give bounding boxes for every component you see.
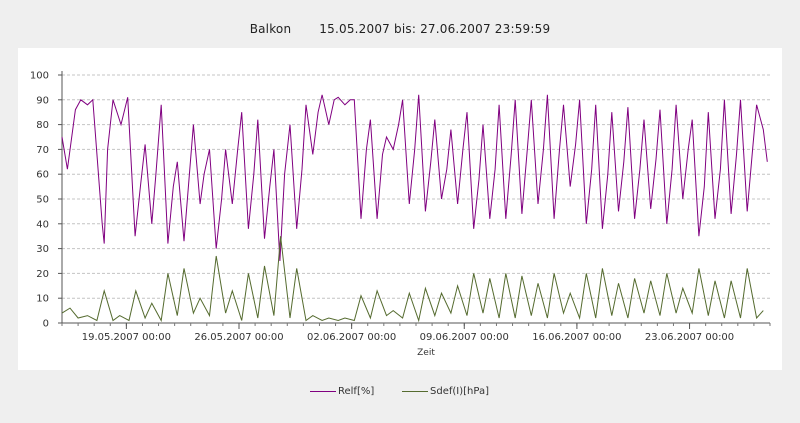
y-tick-label: 60 <box>36 170 49 181</box>
x-tick-label: 23.06.2007 00:00 <box>645 332 734 343</box>
title-range: 15.05.2007 bis: 27.06.2007 23:59:59 <box>319 22 551 36</box>
chart-panel: 0 10 20 30 40 50 60 70 80 90 100 19.05.2007 00:00 26… <box>18 48 782 370</box>
title-location: Balkon <box>249 22 292 36</box>
x-tick-label: 16.06.2007 00:00 <box>532 332 621 343</box>
series-line-sdef <box>61 236 764 323</box>
y-tick-label: 80 <box>36 120 49 131</box>
chart-title: Balkon 15.05.2007 bis: 27.06.2007 23:59:… <box>0 22 800 36</box>
x-tick-label: 19.05.2007 00:00 <box>82 332 171 343</box>
legend-label-relf: Relf[%] <box>338 386 375 397</box>
y-tick-label: 50 <box>36 195 49 206</box>
series-line-relf <box>61 94 768 262</box>
y-tick-label: 100 <box>30 71 49 82</box>
line-chart: 0 10 20 30 40 50 60 70 80 90 100 19.05.2007 00:00 26… <box>30 71 771 358</box>
y-tick-label: 10 <box>36 294 49 305</box>
legend-item-sdef: Sdef(I)[hPa] <box>402 386 489 397</box>
y-tick-label: 40 <box>36 219 49 230</box>
y-tick-label: 30 <box>36 244 49 255</box>
legend-swatch-sdef <box>402 391 428 392</box>
y-tick-label: 70 <box>36 145 49 156</box>
y-tick-label: 20 <box>36 269 49 280</box>
y-tick-label: 0 <box>43 319 49 330</box>
y-tick-label: 90 <box>36 95 49 106</box>
x-tick-label: 09.06.2007 00:00 <box>420 332 509 343</box>
legend-swatch-relf <box>310 391 336 392</box>
legend-label-sdef: Sdef(I)[hPa] <box>430 386 489 397</box>
legend: Relf[%] Sdef(I)[hPa] <box>0 386 800 406</box>
legend-item-relf: Relf[%] <box>310 386 374 397</box>
x-axis-label: Zeit <box>417 348 435 358</box>
x-tick-label: 02.06.2007 00:00 <box>307 332 396 343</box>
x-tick-label: 26.05.2007 00:00 <box>194 332 283 343</box>
